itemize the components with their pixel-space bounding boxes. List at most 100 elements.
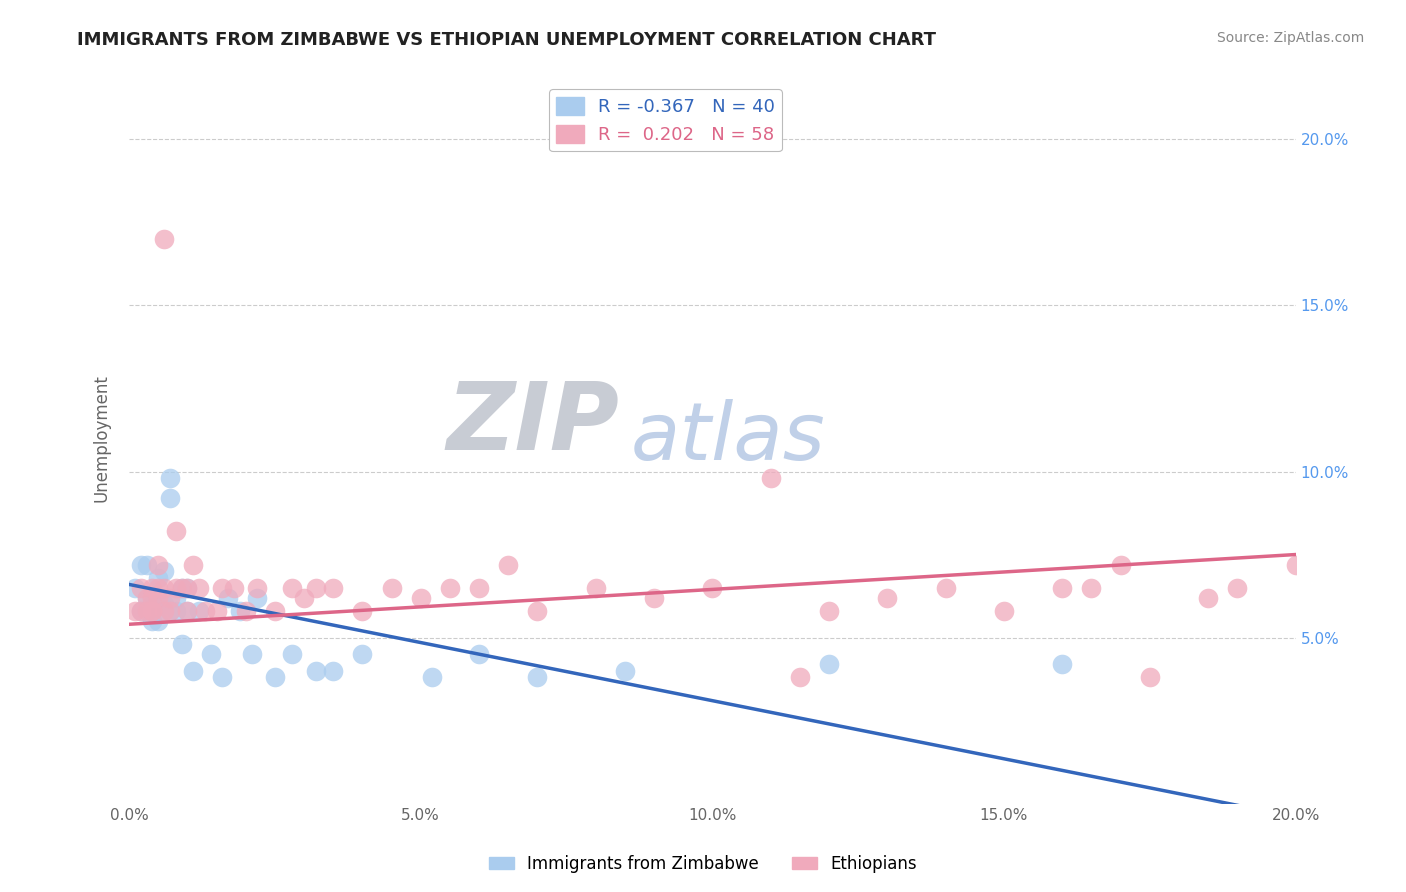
Point [159, 471, 181, 485]
Point [176, 581, 198, 595]
Point [159, 604, 181, 618]
Point [468, 647, 491, 661]
Point [141, 591, 163, 605]
Point [759, 471, 782, 485]
Point [246, 581, 269, 595]
Point [176, 604, 198, 618]
Point [141, 614, 163, 628]
Point [211, 581, 233, 595]
Point [153, 232, 176, 246]
Point [422, 670, 444, 684]
Point [1080, 581, 1102, 595]
Point [439, 581, 461, 595]
Point [352, 647, 374, 661]
Point [613, 664, 636, 678]
Point [194, 604, 217, 618]
Point [159, 491, 181, 505]
Point [170, 637, 193, 651]
Point [281, 581, 304, 595]
Point [526, 604, 548, 618]
Point [264, 604, 287, 618]
Point [159, 604, 181, 618]
Point [264, 670, 287, 684]
Point [1284, 558, 1306, 572]
Point [229, 604, 252, 618]
Point [124, 581, 146, 595]
Legend: R = -0.367   N = 40, R =  0.202   N = 58: R = -0.367 N = 40, R = 0.202 N = 58 [550, 89, 782, 152]
Point [124, 604, 146, 618]
Point [789, 670, 811, 684]
Point [935, 581, 957, 595]
Point [153, 598, 176, 612]
Point [876, 591, 898, 605]
Point [129, 558, 152, 572]
Point [170, 581, 193, 595]
Point [468, 581, 491, 595]
Point [148, 581, 170, 595]
Text: atlas: atlas [631, 400, 825, 477]
Y-axis label: Unemployment: Unemployment [93, 375, 110, 502]
Point [702, 581, 724, 595]
Point [643, 591, 665, 605]
Point [135, 591, 157, 605]
Point [292, 591, 315, 605]
Point [165, 581, 187, 595]
Point [135, 604, 157, 618]
Point [380, 581, 402, 595]
Point [176, 581, 198, 595]
Legend: Immigrants from Zimbabwe, Ethiopians: Immigrants from Zimbabwe, Ethiopians [482, 848, 924, 880]
Point [148, 614, 170, 628]
Point [496, 558, 519, 572]
Point [188, 604, 211, 618]
Point [818, 604, 841, 618]
Point [818, 657, 841, 672]
Point [148, 558, 170, 572]
Point [170, 581, 193, 595]
Point [153, 604, 176, 618]
Point [181, 558, 204, 572]
Point [181, 664, 204, 678]
Point [246, 591, 269, 605]
Point [240, 647, 263, 661]
Point [153, 581, 176, 595]
Point [176, 604, 198, 618]
Point [129, 604, 152, 618]
Point [526, 670, 548, 684]
Point [148, 571, 170, 585]
Point [1109, 558, 1132, 572]
Point [1052, 657, 1074, 672]
Point [1197, 591, 1219, 605]
Point [217, 591, 239, 605]
Point [352, 604, 374, 618]
Point [305, 581, 328, 595]
Point [141, 581, 163, 595]
Point [129, 581, 152, 595]
Point [188, 581, 211, 595]
Point [141, 598, 163, 612]
Point [141, 604, 163, 618]
Point [135, 558, 157, 572]
Point [165, 591, 187, 605]
Text: Source: ZipAtlas.com: Source: ZipAtlas.com [1216, 31, 1364, 45]
Point [322, 664, 344, 678]
Point [222, 581, 245, 595]
Point [148, 591, 170, 605]
Text: IMMIGRANTS FROM ZIMBABWE VS ETHIOPIAN UNEMPLOYMENT CORRELATION CHART: IMMIGRANTS FROM ZIMBABWE VS ETHIOPIAN UN… [77, 31, 936, 49]
Point [993, 604, 1015, 618]
Point [200, 647, 222, 661]
Point [159, 591, 181, 605]
Point [1139, 670, 1161, 684]
Point [322, 581, 344, 595]
Point [305, 664, 328, 678]
Point [129, 604, 152, 618]
Point [153, 564, 176, 578]
Point [585, 581, 607, 595]
Text: ZIP: ZIP [446, 377, 619, 470]
Point [135, 591, 157, 605]
Point [1052, 581, 1074, 595]
Point [281, 647, 304, 661]
Point [165, 604, 187, 618]
Point [165, 524, 187, 539]
Point [148, 598, 170, 612]
Point [1226, 581, 1249, 595]
